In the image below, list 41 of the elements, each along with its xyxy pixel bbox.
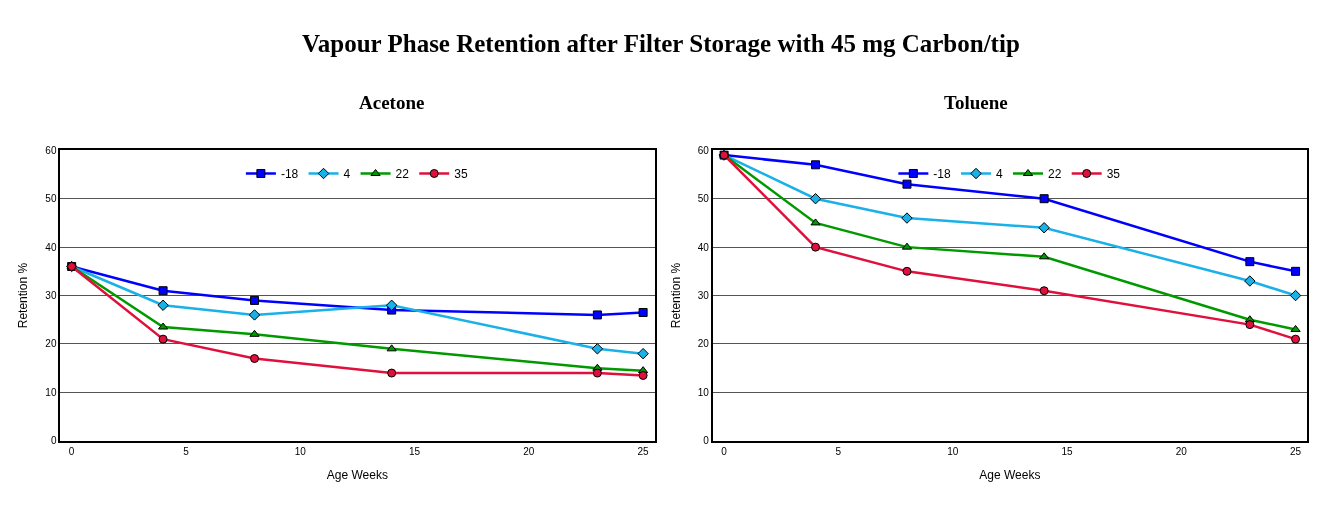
y-tick-label: 50 [45,193,57,205]
y-tick-label: 0 [50,435,57,447]
y-tick-label: 60 [45,144,57,156]
x-tick-label: 5 [835,445,842,457]
x-axis-title: Age Weeks [979,468,1041,482]
x-tick-label: 25 [637,445,650,457]
legend-label: -18 [933,167,952,182]
y-tick-label: 40 [697,241,710,253]
y-tick-label: 40 [45,241,57,253]
x-axis-title: Age Weeks [326,468,388,482]
y-tick-label: 20 [45,338,57,350]
x-tick-label: 5 [183,445,190,457]
y-tick-label: 30 [697,290,710,302]
x-tick-label: 20 [1175,445,1188,457]
y-tick-label: 50 [697,193,710,205]
legend-label: -18 [280,167,299,182]
legend-label: 35 [1106,167,1121,182]
chart-title: Acetone [359,92,425,113]
y-tick-label: 0 [703,435,710,447]
y-axis-title: Retention % [16,262,31,329]
legend-label: 22 [395,167,410,182]
legend-label: 22 [1048,167,1062,182]
legend-label: 4 [996,167,1004,182]
x-tick-label: 15 [408,445,421,457]
x-tick-label: 25 [1290,445,1302,457]
chart-title: Toluene [944,92,1008,113]
y-tick-label: 30 [45,290,57,302]
y-tick-label: 60 [697,144,710,156]
y-axis-title: Retention % [668,262,683,329]
y-tick-label: 10 [697,386,710,398]
x-tick-label: 20 [523,445,535,457]
y-tick-label: 20 [697,338,710,350]
x-tick-label: 0 [68,445,75,457]
legend-label: 35 [454,167,468,182]
y-tick-label: 10 [45,386,57,398]
x-tick-label: 15 [1061,445,1073,457]
x-tick-label: 0 [721,445,728,457]
text: Vapour Phase Retention after Filter Storage with 45 mg Carbon/tip [302,30,1020,57]
legend-label: 4 [343,167,351,182]
x-tick-label: 10 [294,445,307,457]
x-tick-label: 10 [947,445,959,457]
